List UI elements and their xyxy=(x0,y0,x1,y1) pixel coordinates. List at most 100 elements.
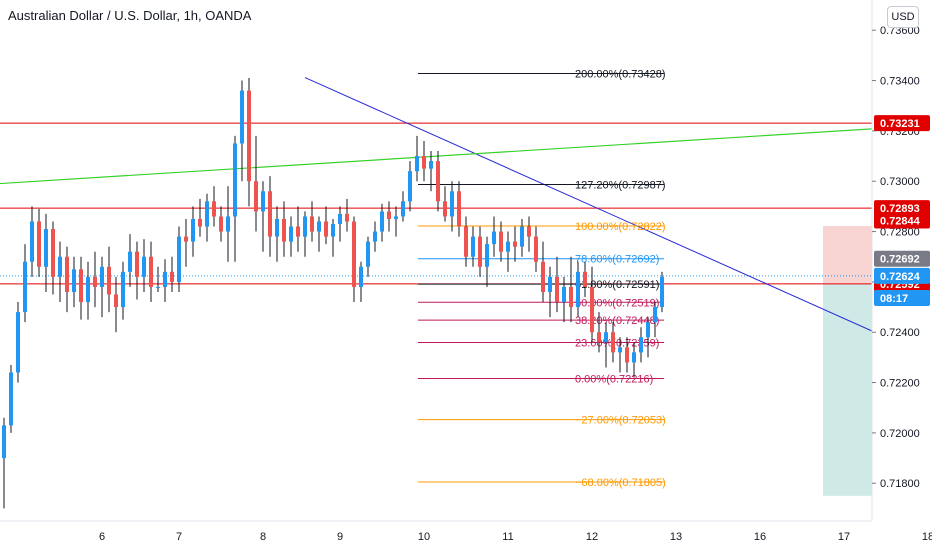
candle-body xyxy=(2,425,6,459)
price-label-text: 0.72624 xyxy=(880,271,921,283)
candle-body xyxy=(422,156,426,169)
price-tick-label: 0.72000 xyxy=(880,428,920,440)
candle-body xyxy=(478,236,482,267)
fib-level-label: 23.60%(0.72359) xyxy=(575,338,659,350)
candle-body xyxy=(415,156,419,172)
candle-body xyxy=(618,347,622,353)
price-label-text: 0.72844 xyxy=(880,215,921,227)
time-tick-label: 13 xyxy=(670,531,682,543)
candle-body xyxy=(443,201,447,217)
candle-body xyxy=(107,266,111,295)
candle-body xyxy=(541,261,545,292)
candle-body xyxy=(653,307,657,323)
candle-body xyxy=(93,276,97,287)
candle-body xyxy=(184,236,188,242)
candle-body xyxy=(583,271,587,287)
price-tick-label: 0.73000 xyxy=(880,176,920,188)
candle-body xyxy=(198,218,202,227)
fib-level-label: 127.20%(0.72987) xyxy=(575,179,666,191)
candle-body xyxy=(72,269,76,292)
price-tick-label: 0.73400 xyxy=(880,76,920,88)
candle-body xyxy=(44,229,48,267)
candle-body xyxy=(261,191,265,212)
candle-body xyxy=(30,221,34,262)
candle-body xyxy=(37,221,41,267)
candle-body xyxy=(555,276,559,303)
candle-body xyxy=(387,211,391,219)
time-tick-label: 11 xyxy=(502,531,513,543)
candle-body xyxy=(597,332,601,343)
candle-body xyxy=(23,261,27,313)
time-tick-label: 9 xyxy=(337,531,343,543)
price-tick-label: 0.72400 xyxy=(880,327,920,339)
price-label-box xyxy=(874,250,930,267)
candle-body xyxy=(380,211,384,232)
time-tick-label: 16 xyxy=(754,531,766,543)
candle-body xyxy=(569,286,573,308)
candle-body xyxy=(352,221,356,287)
fib-level-label: 78.60%(0.72692) xyxy=(575,254,659,266)
candle-body xyxy=(590,286,594,333)
fib-level-label: 61.80%(0.72591) xyxy=(575,279,659,291)
uptrend-line xyxy=(0,124,932,185)
candle-body xyxy=(100,266,104,287)
candle-body xyxy=(660,276,664,308)
time-tick-label: 6 xyxy=(99,531,105,543)
downtrend-line xyxy=(304,77,932,359)
candle-body xyxy=(429,161,433,169)
currency-button[interactable]: USD xyxy=(887,6,919,28)
candle-body xyxy=(170,271,174,282)
candle-body xyxy=(520,226,524,247)
candle-body xyxy=(450,191,454,217)
price-label-box xyxy=(874,212,930,229)
candle-body xyxy=(562,286,566,303)
candle-body xyxy=(191,218,195,242)
candle-body xyxy=(310,216,314,232)
price-tick-label: 0.72200 xyxy=(880,378,920,390)
fib-level-label: −68.00%(0.71805) xyxy=(575,477,666,489)
candle-body xyxy=(464,226,468,257)
candle-body xyxy=(471,236,475,257)
time-tick-label: 10 xyxy=(418,531,430,543)
candle-body xyxy=(492,231,496,245)
price-tick-label: 0.72800 xyxy=(880,227,920,239)
candle-body xyxy=(212,201,216,217)
price-label-text: 0.72893 xyxy=(880,203,920,215)
candle-body xyxy=(296,226,300,237)
candle-body xyxy=(611,332,615,353)
candle-body xyxy=(226,216,230,232)
candle-body xyxy=(604,332,608,343)
time-tick-label: 17 xyxy=(838,531,850,543)
time-tick-label: 18 xyxy=(922,531,932,543)
candle-body xyxy=(128,251,132,272)
price-label-text: 0.73231 xyxy=(880,118,920,130)
candle-body xyxy=(436,161,440,202)
candle-body xyxy=(513,241,517,247)
candle-body xyxy=(457,191,461,227)
fibonacci-levels: 200.00%(0.73428) 127.20%(0.72987) 100.00%(… xyxy=(418,68,666,489)
fib-level-label: 0.00%(0.72216) xyxy=(575,374,653,386)
fib-level-label: 50.00%(0.72519) xyxy=(575,297,659,309)
candle-body xyxy=(331,224,335,237)
candle-body xyxy=(499,231,503,252)
candle-body xyxy=(135,251,139,277)
candle-body xyxy=(646,322,650,338)
candle-body xyxy=(177,236,181,282)
candle-body xyxy=(163,271,167,287)
candle-body xyxy=(639,337,643,353)
price-label-text: 08:17 xyxy=(880,293,908,305)
candle-body xyxy=(9,372,13,426)
price-label-box xyxy=(874,200,930,217)
candle-body xyxy=(303,216,307,237)
candle-body xyxy=(548,276,552,292)
candle-body xyxy=(268,191,272,237)
fib-level-label: 100.00%(0.72822) xyxy=(575,221,666,233)
candle-body xyxy=(317,221,321,232)
price-label-box xyxy=(874,267,930,284)
candle-body xyxy=(79,269,83,303)
candle-body xyxy=(58,256,62,277)
candle-body xyxy=(240,90,244,144)
